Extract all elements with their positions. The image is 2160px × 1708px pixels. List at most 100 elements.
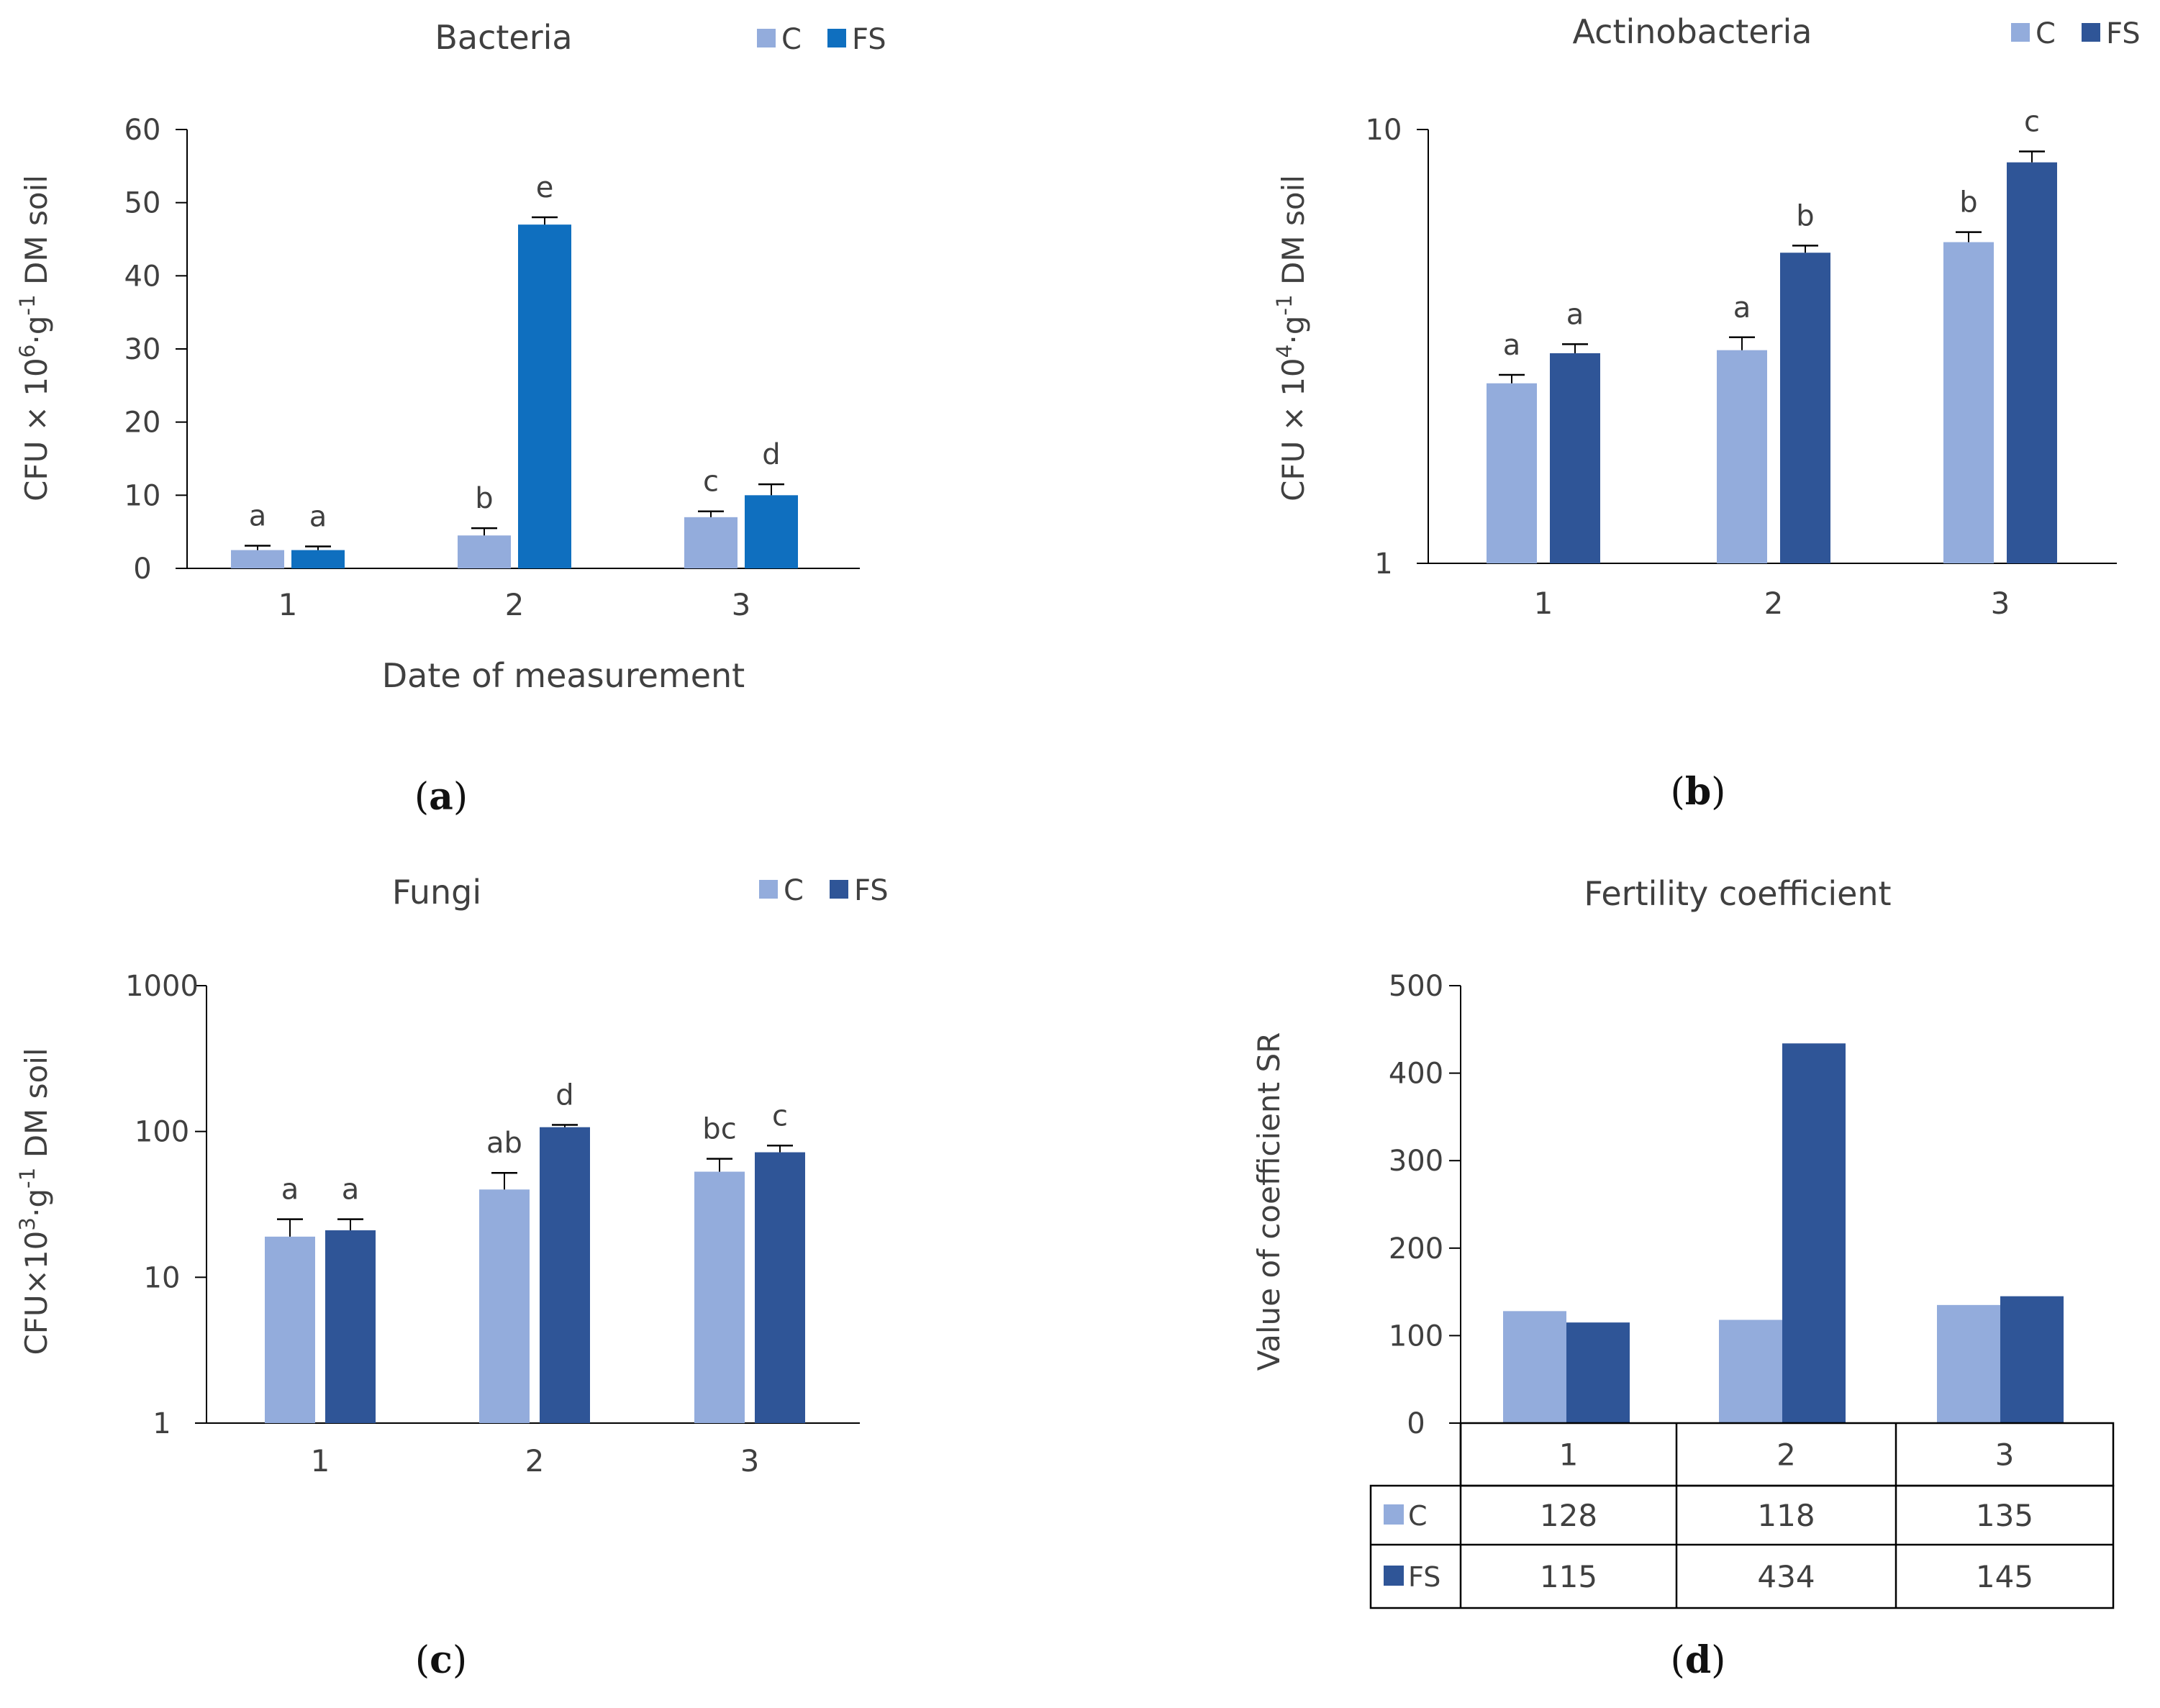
panel-caption: (c) [415,1638,467,1682]
table-value-cell: 145 [1976,1559,2033,1594]
significance-letter: d [762,438,780,471]
bar-fs-2 [518,224,571,568]
bar-fs-2 [1780,253,1830,563]
panel-caption-letter: c [430,1638,453,1682]
y-tick-label: 30 [124,333,161,366]
y-tick-label: 1 [1374,548,1392,581]
significance-letter: c [703,465,719,499]
x-tick-label: 2 [505,587,525,622]
x-tick-label: 3 [740,1443,760,1478]
legend: C FS [2011,17,2141,50]
significance-letter: b [475,482,493,515]
panel-caption-letter: a [429,775,453,819]
x-tick-label: 2 [1764,586,1784,621]
data-table: 1 2 3 C 128 118 135 FS 115 434 145 [1369,1422,2115,1609]
chart-panel-b: Actinobacteria C FS CFU × 104·g-1 DM soil 1 1… [1272,12,2141,814]
chart-title: Fungi [392,873,481,912]
chart-panel-d: Fertility coefficient Value of coefficien… [1251,874,2115,1682]
legend-swatch-fs [2082,23,2100,42]
bar-fs-1 [325,1230,376,1423]
table-value-cell: 135 [1976,1498,2033,1533]
bar-fs-1 [1550,353,1600,563]
chart-title: Bacteria [435,18,572,57]
bar-fs-3 [755,1152,805,1423]
legend: C FS [759,874,889,907]
legend-label-c: C [784,874,804,907]
significance-letter: b [1959,186,1977,219]
y-axis-label: CFU × 104·g-1 DM soil [1272,175,1311,501]
table-header-cell: 2 [1776,1437,1796,1473]
x-tick-label: 2 [525,1443,545,1478]
significance-letter: a [1733,291,1751,324]
bar-c-3 [1937,1304,2000,1423]
table-value-cell: 118 [1757,1498,1815,1533]
significance-letter: c [2024,106,2040,139]
x-tick-label: 1 [311,1443,330,1478]
bar-c-3 [684,517,738,568]
y-tick-label: 50 [124,187,161,220]
table-value-cell: 128 [1540,1498,1597,1533]
panel-caption: (a) [414,775,468,819]
bar-c-2 [458,535,511,568]
table-header-cell: 3 [1995,1437,2015,1473]
chart-panel-c: Fungi C FS CFU×103·g-1 DM soil 1 10 100 1000 a a 1… [15,873,889,1682]
chart-panel-a: Bacteria C FS CFU × 106·g-1 DM soil 0 10 20 30 4… [15,18,886,819]
panel-caption: (d) [1671,1638,1726,1682]
y-tick-label: 0 [1407,1407,1425,1440]
table-header-cell: 1 [1559,1437,1579,1473]
legend-swatch-c [759,880,778,899]
y-tick-label: 40 [124,260,161,293]
significance-letter: a [1566,298,1584,331]
bar-fs-2 [540,1127,590,1423]
panel-caption-letter: d [1685,1638,1711,1682]
significance-letter: a [309,501,327,534]
bar-c-2 [479,1189,530,1423]
legend-swatch-fs [827,29,846,47]
y-tick-label: 100 [1389,1319,1443,1353]
significance-letter: a [1503,329,1521,362]
bar-c-2 [1719,1319,1782,1423]
legend-swatch-c [2011,23,2030,42]
table-value-cell: 115 [1540,1559,1597,1594]
y-tick-label: 300 [1389,1145,1443,1178]
table-body [1369,1484,2115,1609]
legend-swatch-fs [830,880,848,899]
legend-label-fs: FS [852,23,886,56]
bar-fs-3 [2007,162,2057,563]
significance-letter: e [536,171,554,204]
bar-c-1 [1503,1311,1566,1423]
y-tick-label: 60 [124,114,161,147]
legend-label-fs: FS [854,874,889,907]
chart-title: Actinobacteria [1573,12,1812,51]
table-value-cell: 434 [1757,1559,1815,1594]
significance-letter: d [555,1078,573,1112]
bar-fs-3 [745,495,798,568]
bar-fs-2 [1782,1043,1846,1423]
y-tick-label: 0 [133,553,151,586]
bar-fs-1 [1566,1322,1630,1423]
significance-letter: bc [702,1113,736,1146]
x-tick-label: 3 [732,587,751,622]
table-legend-swatch-c [1384,1504,1404,1525]
bar-c-1 [1487,383,1537,563]
y-tick-label: 100 [135,1116,189,1149]
x-tick-label: 3 [1991,586,2010,621]
y-tick-label: 1000 [125,970,199,1003]
bar-c-1 [265,1236,315,1423]
bar-c-2 [1717,350,1767,563]
table-row-label: C [1408,1500,1428,1532]
table-legend-swatch-fs [1384,1566,1404,1586]
y-axis-label: CFU×103·g-1 DM soil [15,1048,54,1355]
bar-fs-3 [2000,1296,2064,1423]
significance-letter: b [1796,199,1814,232]
panel-caption: (b) [1671,770,1726,814]
significance-letter: ab [486,1127,522,1160]
panel-caption-letter: b [1685,770,1711,814]
legend-label-c: C [2036,17,2056,50]
y-axis-label: CFU × 106·g-1 DM soil [15,175,54,501]
legend-swatch-c [757,29,776,47]
significance-letter: a [281,1173,299,1207]
significance-letter: a [342,1173,360,1207]
x-axis-label: Date of measurement [382,656,745,695]
